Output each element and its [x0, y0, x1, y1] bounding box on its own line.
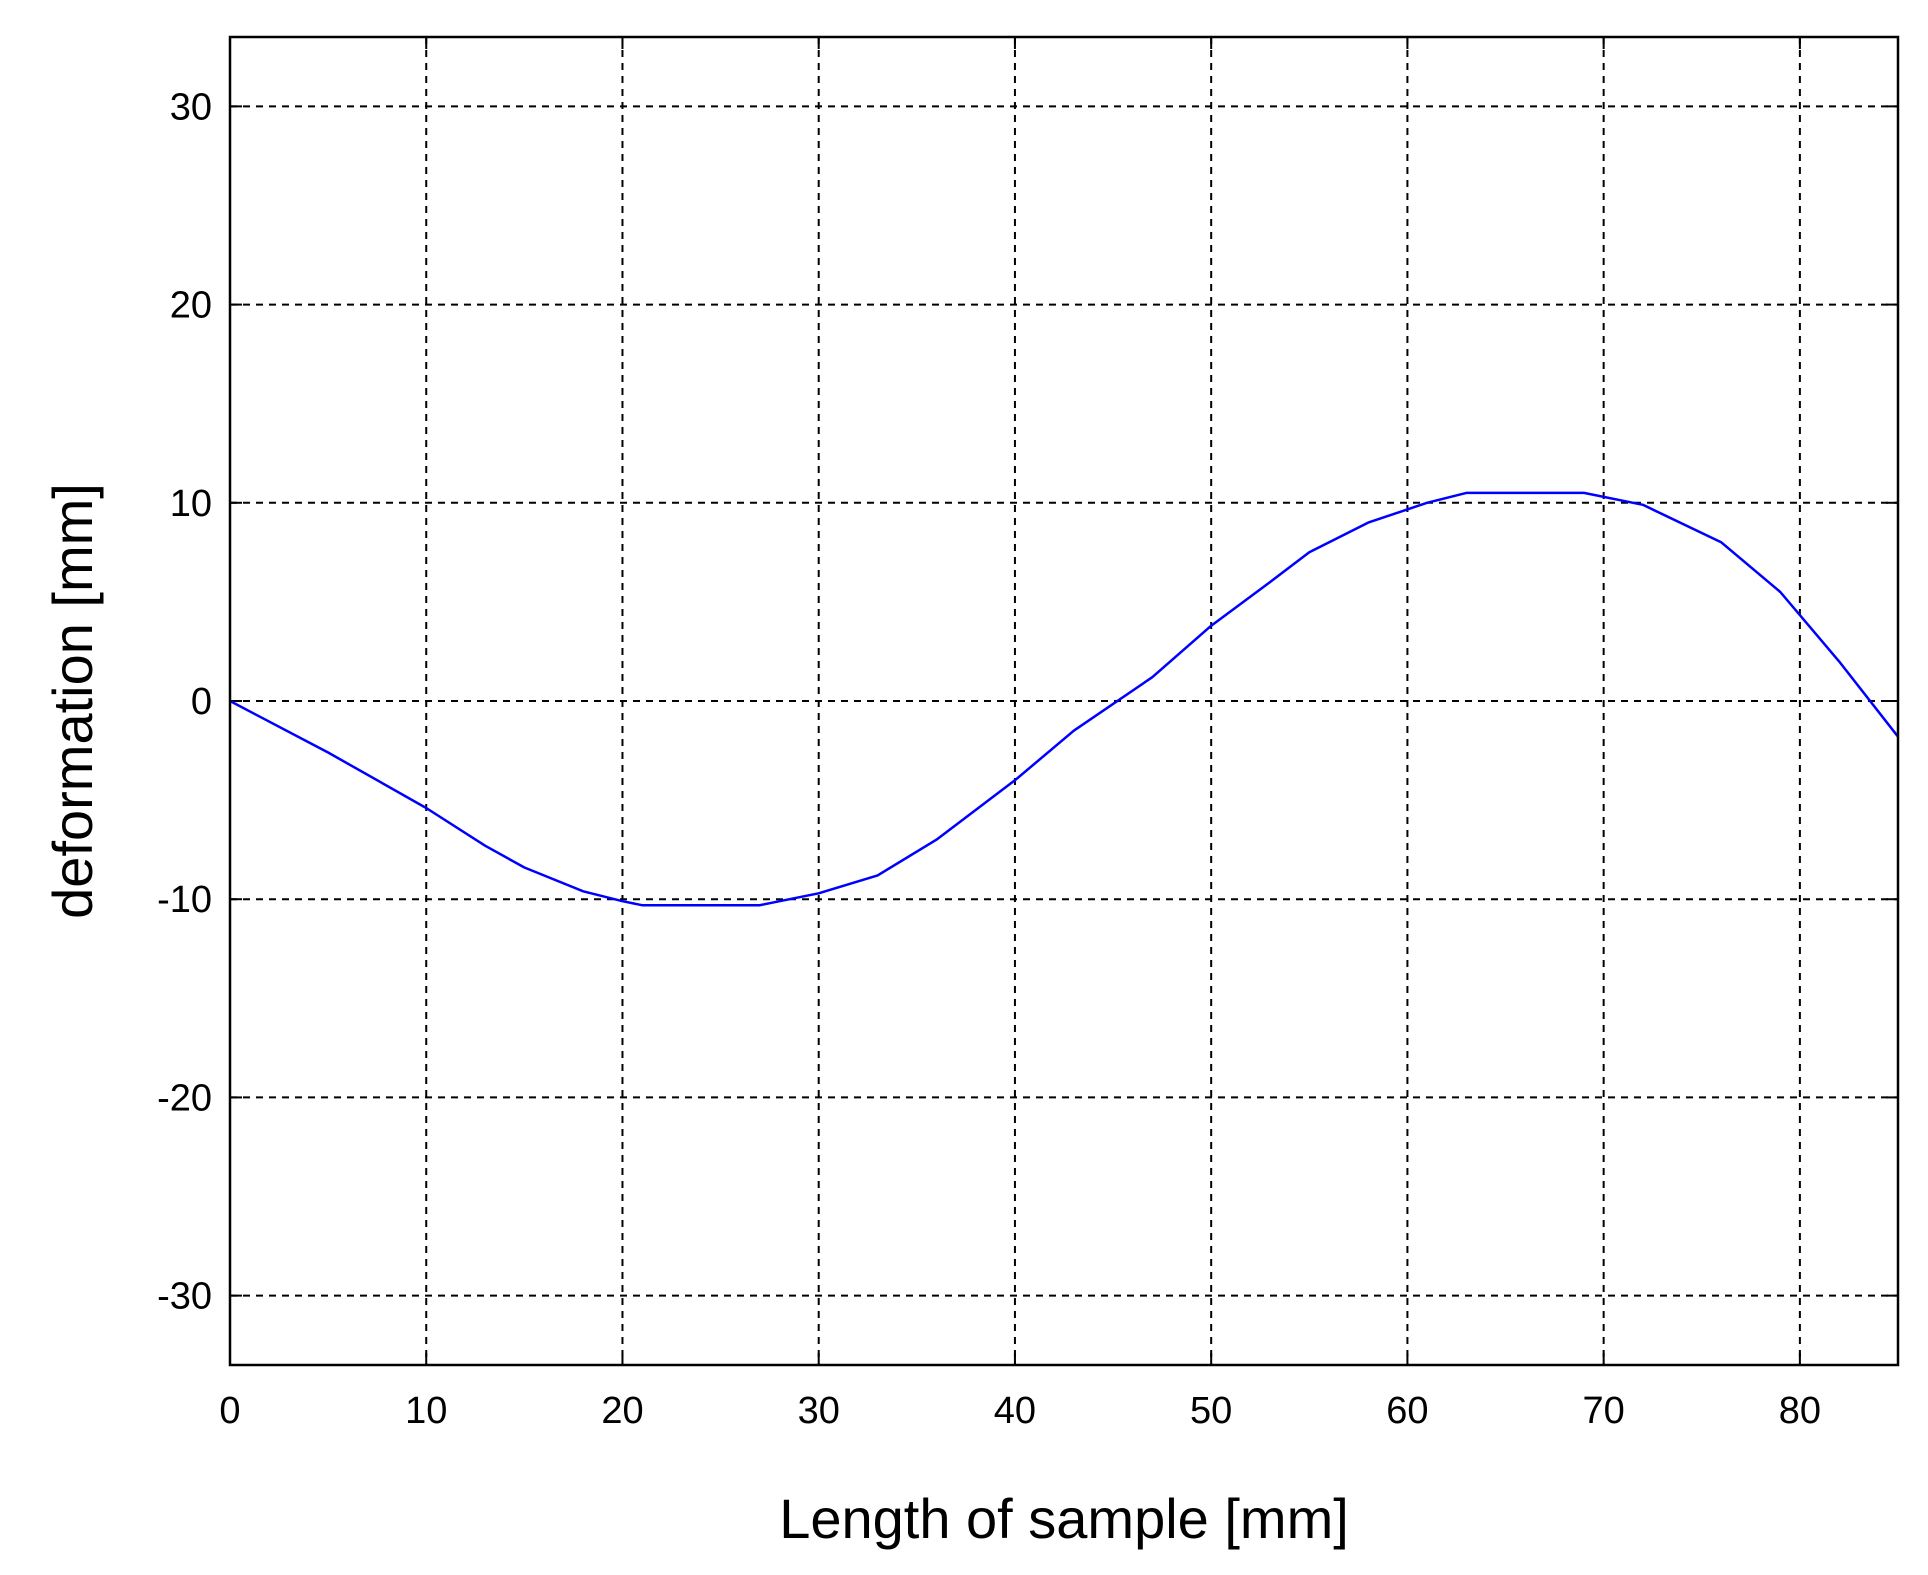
x-tick-label: 70 — [1583, 1390, 1625, 1432]
y-axis-title: deformation [mm] — [41, 483, 104, 919]
x-tick-label: 30 — [798, 1390, 840, 1432]
y-tick-label: -20 — [157, 1077, 212, 1119]
x-axis-title: Length of sample [mm] — [779, 1487, 1349, 1550]
y-tick-label: 10 — [170, 483, 212, 525]
y-tick-label: -30 — [157, 1276, 212, 1318]
x-tick-label: 60 — [1386, 1390, 1428, 1432]
x-tick-label: 40 — [994, 1390, 1036, 1432]
series-layer — [229, 491, 1899, 907]
y-tick-label: 0 — [191, 681, 212, 723]
series-line-0 — [229, 491, 1899, 907]
x-tick-label: 0 — [219, 1390, 240, 1432]
grid — [230, 37, 1898, 1365]
tick-labels: 0 10 20 30 40 50 60 70 80 -30 -20 -10 0 10 20 30 — [157, 86, 1821, 1432]
x-tick-label: 50 — [1190, 1390, 1232, 1432]
x-tick-label: 10 — [405, 1390, 447, 1432]
x-tick-label: 80 — [1779, 1390, 1821, 1432]
y-tick-label: 30 — [170, 86, 212, 128]
x-tick-label: 20 — [601, 1390, 643, 1432]
plot-frame — [228, 35, 1900, 1367]
y-tick-label: 20 — [170, 285, 212, 327]
y-tick-label: -10 — [157, 879, 212, 921]
